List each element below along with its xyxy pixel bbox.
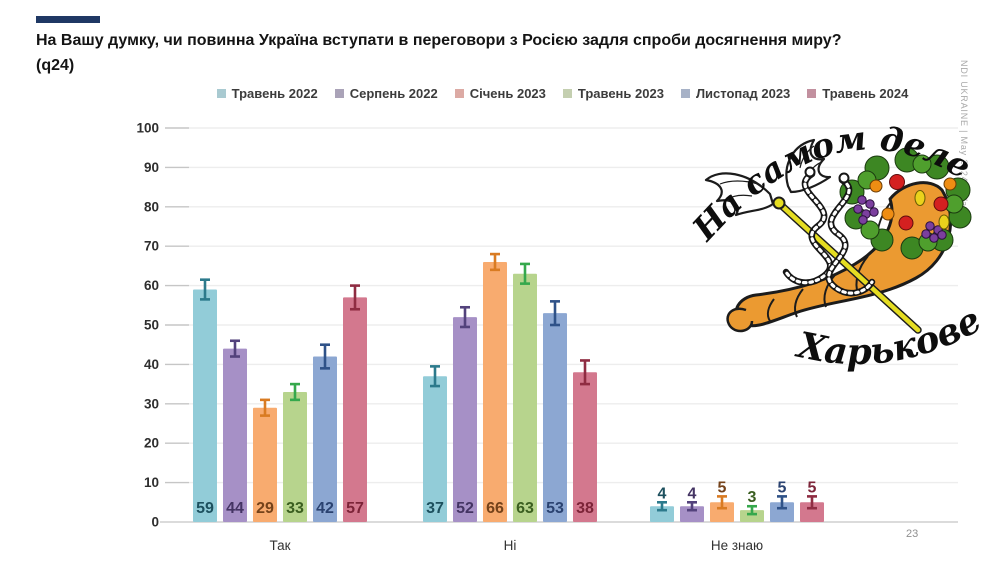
legend-label: Серпень 2022 — [349, 86, 438, 101]
y-tick-label: 80 — [144, 199, 159, 214]
chart-legend: Травень 2022 Серпень 2022 Січень 2023 Траве… — [165, 86, 960, 101]
legend-label: Листопад 2023 — [695, 86, 791, 101]
bar — [710, 502, 734, 522]
legend-label: Травень 2024 — [822, 86, 909, 101]
bar-value-label: 4 — [688, 485, 697, 502]
bar-value-label: 29 — [256, 500, 274, 517]
bar — [483, 261, 507, 522]
y-tick-label: 50 — [144, 318, 159, 333]
bar-value-label: 52 — [456, 500, 474, 517]
legend-label: Травень 2022 — [231, 86, 318, 101]
bar-value-label: 38 — [576, 500, 594, 517]
bar-value-label: 53 — [546, 500, 564, 517]
bar — [223, 348, 247, 522]
legend-item: Листопад 2023 — [680, 86, 791, 101]
y-tick-label: 90 — [144, 160, 159, 175]
bar-value-label: 4 — [658, 485, 667, 502]
bar — [680, 506, 704, 522]
page-number: 23 — [906, 528, 919, 540]
legend-item: Січень 2023 — [454, 86, 546, 101]
legend-label: Січень 2023 — [469, 86, 546, 101]
caduceus-icon — [704, 138, 922, 334]
bar-value-label: 57 — [346, 500, 364, 517]
legend-swatch — [680, 89, 690, 98]
snakes-icon — [782, 166, 876, 297]
slide-side-caption: NDI UKRAINE | May 2024 | War — [959, 60, 969, 211]
bar — [453, 317, 477, 522]
bar-value-label: 5 — [778, 479, 787, 496]
bar-value-label: 3 — [748, 489, 757, 506]
bar-value-label: 5 — [718, 479, 727, 496]
bar-value-label: 66 — [486, 500, 504, 517]
slide-title-line1: На Вашу думку, чи повинна Україна вступа… — [36, 32, 842, 49]
watermark-logo: На самом деле в Харькове — [692, 122, 984, 373]
y-tick-label: 30 — [144, 396, 159, 411]
bar — [423, 376, 447, 522]
legend-swatch — [562, 89, 572, 98]
bar-value-label: 44 — [226, 500, 244, 517]
bar — [343, 297, 367, 522]
bar — [650, 506, 674, 522]
bar — [253, 407, 277, 522]
legend-swatch — [334, 89, 344, 98]
legend-swatch — [454, 89, 464, 98]
bar-value-label: 59 — [196, 500, 214, 517]
slide-title-line2: (q24) — [36, 56, 75, 74]
category-label: Так — [269, 538, 290, 553]
category-label: Ні — [504, 538, 517, 553]
legend-swatch — [807, 89, 817, 98]
bar — [543, 313, 567, 522]
y-tick-label: 100 — [136, 121, 159, 136]
bar — [193, 289, 217, 522]
y-tick-label: 70 — [144, 239, 159, 254]
legend-item: Травень 2023 — [562, 86, 664, 101]
y-tick-label: 10 — [144, 475, 159, 490]
watermark-text-bottom: Харькове — [792, 299, 984, 373]
bar-value-label: 63 — [516, 500, 534, 517]
y-tick-label: 20 — [144, 436, 159, 451]
category-label: Не знаю — [711, 538, 763, 553]
bar-value-label: 42 — [316, 500, 334, 517]
bar — [740, 510, 764, 522]
y-tick-label: 0 — [151, 515, 159, 530]
bar-value-label: 33 — [286, 500, 304, 517]
legend-label: Травень 2023 — [577, 86, 664, 101]
bar — [800, 502, 824, 522]
y-tick-label: 40 — [144, 357, 159, 372]
bar — [770, 502, 794, 522]
legend-item: Серпень 2022 — [334, 86, 438, 101]
bar — [313, 356, 337, 522]
legend-item: Травень 2024 — [807, 86, 908, 101]
bar — [513, 273, 537, 522]
bar — [283, 391, 307, 522]
bar-value-label: 37 — [426, 500, 444, 517]
legend-item: Травень 2022 — [216, 86, 318, 101]
bar — [573, 372, 597, 522]
legend-swatch — [216, 89, 226, 98]
slide-title: На Вашу думку, чи повинна Україна вступа… — [36, 29, 956, 79]
y-tick-label: 60 — [144, 278, 159, 293]
title-accent-bar — [36, 16, 100, 23]
bar-value-label: 5 — [808, 479, 817, 496]
